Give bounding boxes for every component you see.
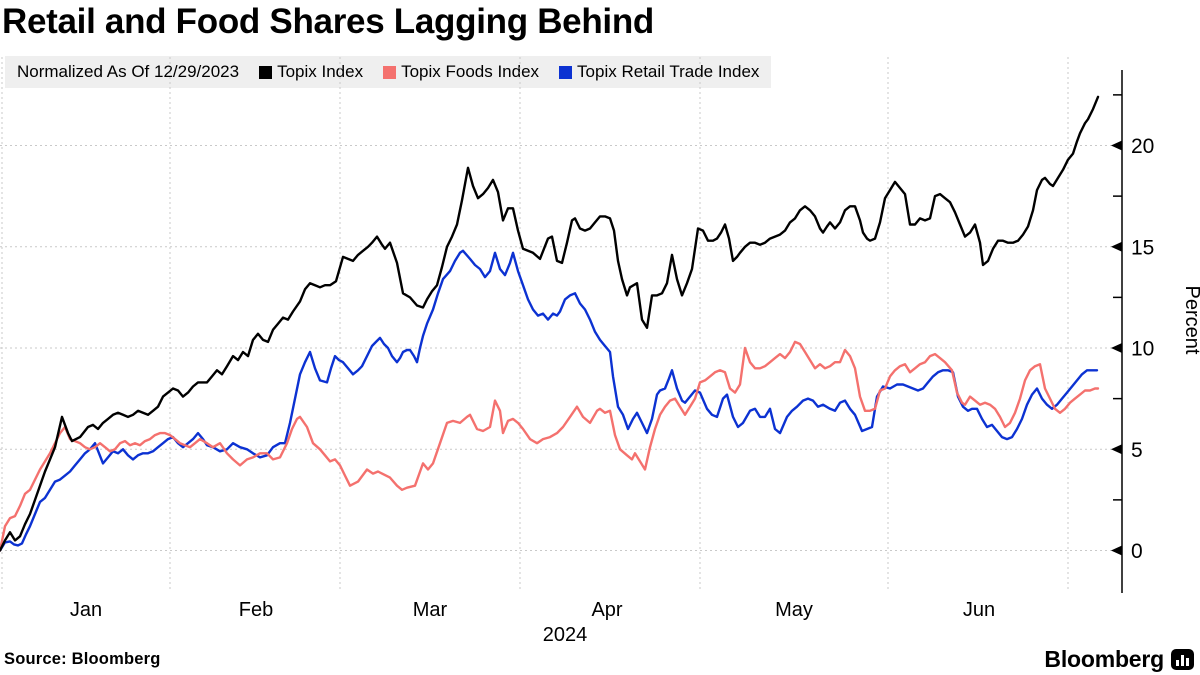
bloomberg-logo: Bloomberg (1044, 646, 1194, 673)
y-tick-arrow (1111, 343, 1122, 353)
x-tick-label-month: Feb (239, 599, 273, 621)
x-tick-label-month: May (775, 599, 813, 621)
y-tick-label: 15 (1131, 236, 1154, 259)
legend-item: Topix Retail Trade Index (559, 62, 759, 82)
x-tick-label-month: Jun (963, 599, 995, 621)
legend-swatch (259, 65, 273, 79)
y-tick-arrow (1111, 241, 1122, 252)
legend-bar: Normalized As Of 12/29/2023 Topix Index T… (5, 56, 772, 88)
y-tick-label: 10 (1131, 338, 1154, 361)
legend-item-label: Topix Index (277, 62, 364, 81)
legend-item: Topix Foods Index (383, 62, 539, 82)
bloomberg-chart-icon (1171, 649, 1194, 670)
y-tick-arrow (1111, 444, 1122, 455)
y-tick-label: 0 (1131, 540, 1143, 563)
page-title: Retail and Food Shares Lagging Behind (2, 2, 655, 41)
x-tick-label-month: Mar (413, 599, 448, 621)
y-tick-label: 20 (1131, 135, 1154, 158)
series-line-topix-foods-index (0, 340, 1100, 552)
series-line-topix-index (0, 95, 1100, 552)
y-tick-arrow (1111, 545, 1122, 556)
x-tick-label-month: Apr (591, 599, 622, 621)
legend-items: Topix Index Topix Foods Index Topix Retail… (259, 62, 759, 82)
legend-note: Normalized As Of 12/29/2023 (17, 62, 240, 81)
legend-swatch (383, 65, 397, 79)
y-axis-title: Percent (1181, 286, 1200, 355)
series-line-topix-retail-trade-index (0, 249, 1099, 552)
y-tick-arrow (1111, 140, 1122, 151)
x-tick-label-month: Jan (70, 599, 102, 621)
legend-item-label: Topix Foods Index (401, 62, 540, 81)
x-axis-year-label: 2024 (543, 624, 588, 646)
legend-item-label: Topix Retail Trade Index (577, 62, 760, 81)
legend-item: Topix Index (259, 62, 363, 82)
source-label: Source: Bloomberg (4, 650, 161, 668)
y-tick-label: 5 (1131, 439, 1143, 462)
bloomberg-wordmark: Bloomberg (1044, 646, 1164, 672)
legend-swatch (559, 65, 573, 79)
